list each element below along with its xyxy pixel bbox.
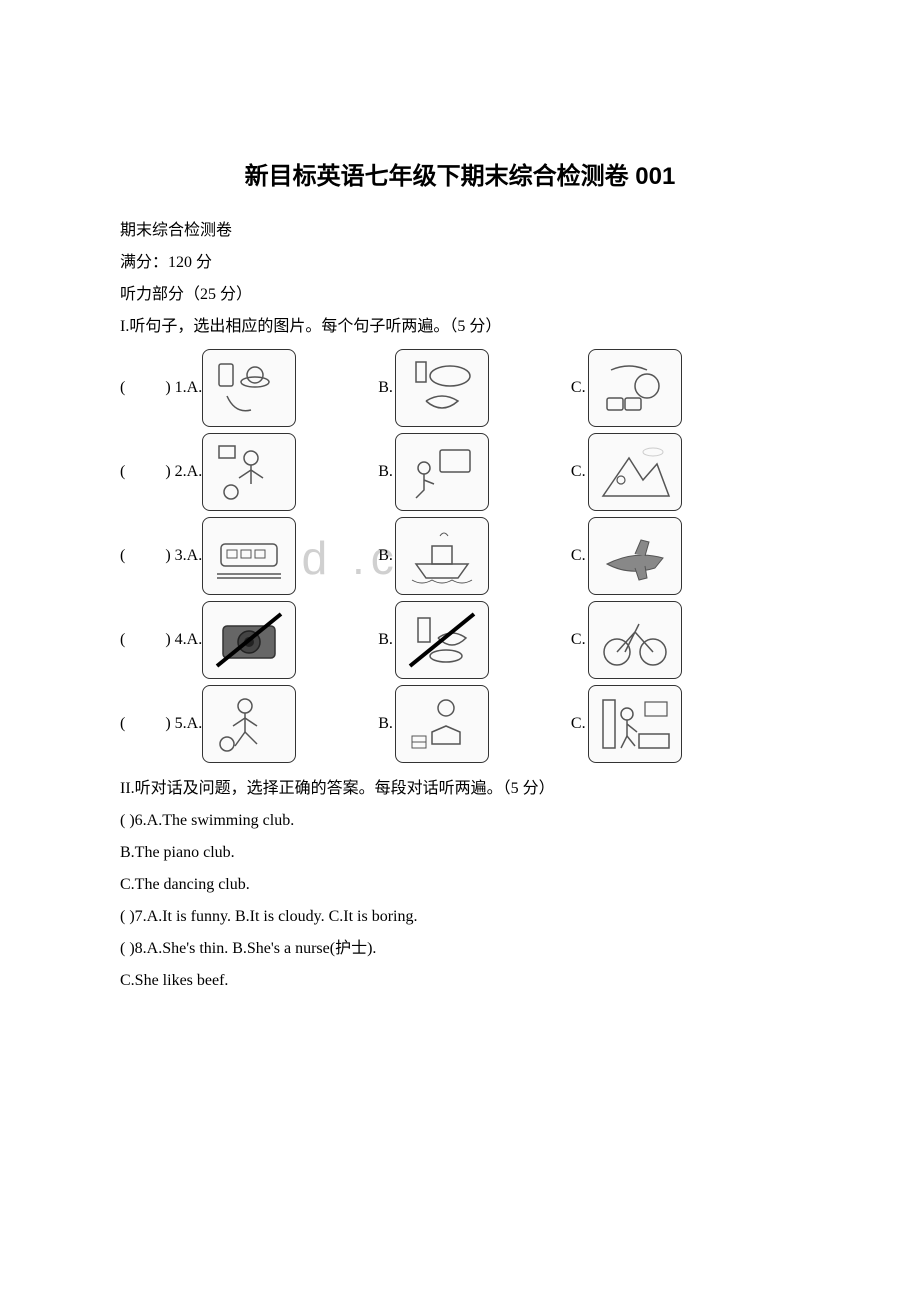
question-row-5: ( ) 5.A. B. C. [120, 685, 800, 763]
fruit-icon [588, 349, 682, 427]
clean-room-icon [588, 685, 682, 763]
basketball-boy-icon [202, 433, 296, 511]
q8-stem: ( )8.A.She's thin. B.She's a nurse(护士). [120, 933, 800, 965]
section-ii-text: II.听对话及问题，选择正确的答案。每段对话听两遍。（5 分） [120, 773, 800, 805]
climb-mountain-icon [588, 433, 682, 511]
ship-icon [395, 517, 489, 595]
q2-label: ( ) 2.A. [120, 463, 202, 481]
q2-c-label: C. [571, 463, 586, 481]
q7-text: ( )7.A.It is funny. B.It is cloudy. C.It… [120, 901, 800, 933]
soccer-boy-icon [202, 685, 296, 763]
q5-label: ( ) 5.A. [120, 715, 202, 733]
q1-c-label: C. [571, 379, 586, 397]
q5-b-label: B. [378, 715, 393, 733]
food-crossed-icon [395, 601, 489, 679]
camera-crossed-icon [202, 601, 296, 679]
document-page: 新目标英语七年级下期末综合检测卷 001 期末综合检测卷 满分：120 分 听力… [0, 0, 920, 1302]
train-icon [202, 517, 296, 595]
q4-c-label: C. [571, 631, 586, 649]
question-row-2: ( ) 2.A. B. C. [120, 433, 800, 511]
q1-label: ( ) 1.A. [120, 379, 202, 397]
reading-boy-icon [395, 685, 489, 763]
meal-plate-icon [395, 349, 489, 427]
airplane-icon [588, 517, 682, 595]
q6-b: B.The piano club. [120, 837, 800, 869]
q3-c-label: C. [571, 547, 586, 565]
q6-stem: ( )6.A.The swimming club. [120, 805, 800, 837]
q3-label: ( ) 3.A. [120, 547, 202, 565]
q4-label: ( ) 4.A. [120, 631, 202, 649]
q4-b-label: B. [378, 631, 393, 649]
q6-c: C.The dancing club. [120, 869, 800, 901]
question-row-4: ( ) 4.A. B. C. [120, 601, 800, 679]
section-i-text: I.听句子，选出相应的图片。每个句子听两遍。（5 分） [120, 311, 800, 343]
full-marks-text: 满分：120 分 [120, 247, 800, 279]
question-row-1: ( ) 1.A. B. C. [120, 349, 800, 427]
question-row-3: ( ) 3.A. B. [120, 517, 800, 595]
subtitle-text: 期末综合检测卷 [120, 215, 800, 247]
q8-c: C.She likes beef. [120, 965, 800, 997]
food-drink-icon [202, 349, 296, 427]
watch-tv-icon [395, 433, 489, 511]
q3-b-label: B. [378, 547, 393, 565]
bicycle-icon [588, 601, 682, 679]
q5-c-label: C. [571, 715, 586, 733]
listening-header-text: 听力部分（25 分） [120, 279, 800, 311]
page-title: 新目标英语七年级下期末综合检测卷 001 [120, 156, 800, 191]
q2-b-label: B. [378, 463, 393, 481]
q1-b-label: B. [378, 379, 393, 397]
